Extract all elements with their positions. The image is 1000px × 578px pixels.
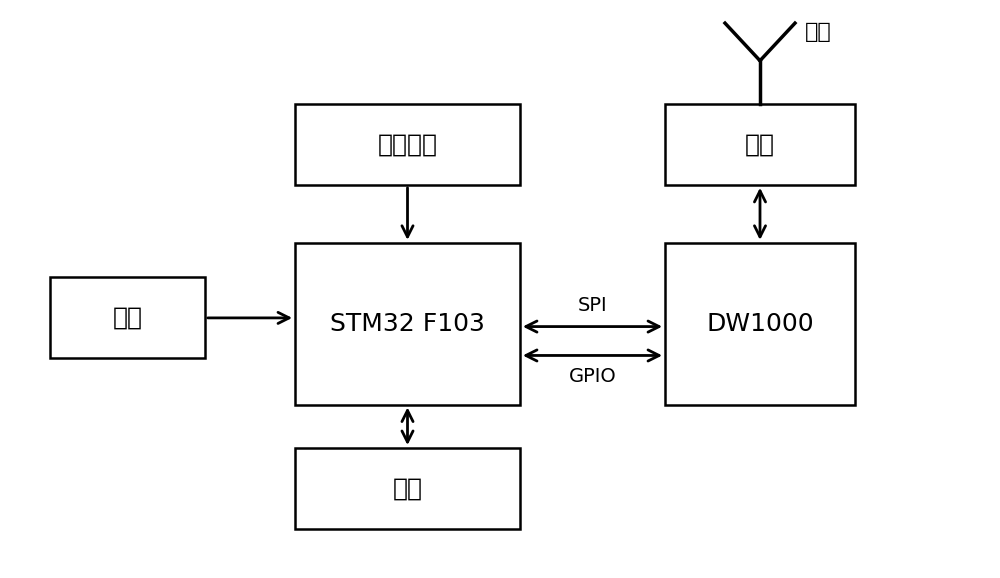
Bar bbox=[295, 243, 520, 405]
Text: 串口: 串口 bbox=[392, 476, 422, 501]
Bar bbox=[50, 277, 205, 358]
Text: STM32 F103: STM32 F103 bbox=[330, 312, 485, 336]
Bar bbox=[295, 104, 520, 185]
Text: 按键: 按键 bbox=[112, 306, 143, 330]
Text: 显示模块: 显示模块 bbox=[378, 132, 438, 157]
Text: GPIO: GPIO bbox=[569, 367, 616, 386]
Text: 巴伦: 巴伦 bbox=[745, 132, 775, 157]
Text: 天线: 天线 bbox=[805, 22, 832, 42]
Bar bbox=[665, 104, 855, 185]
Bar bbox=[295, 448, 520, 529]
Text: DW1000: DW1000 bbox=[706, 312, 814, 336]
Bar bbox=[665, 243, 855, 405]
Text: SPI: SPI bbox=[578, 296, 607, 315]
